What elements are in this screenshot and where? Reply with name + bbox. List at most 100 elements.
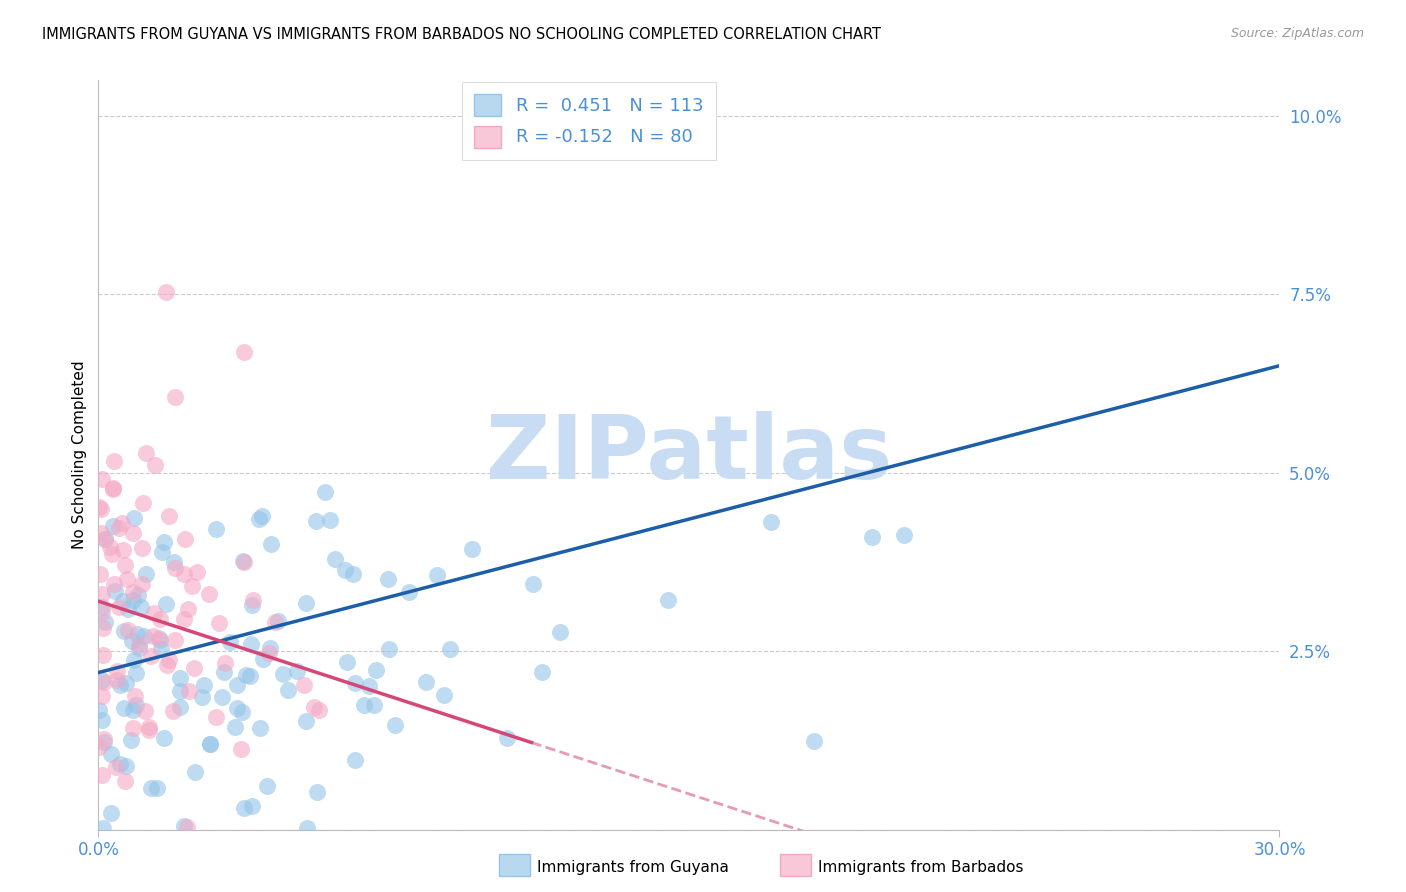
Point <box>112 624 135 638</box>
Point <box>200 737 222 751</box>
Point <box>128 640 150 655</box>
Point <box>232 553 254 567</box>
Point <box>90 502 112 516</box>
Point <box>104 583 127 598</box>
Point <box>110 678 132 692</box>
Point <box>364 663 387 677</box>
Point <box>207 616 229 631</box>
Point <box>231 705 253 719</box>
Point <box>125 627 148 641</box>
Point <box>260 537 283 551</box>
Point <box>153 535 176 549</box>
Point <box>142 630 165 644</box>
Point <box>114 558 136 572</box>
Text: Immigrants from Barbados: Immigrants from Barbados <box>818 860 1024 874</box>
Point <box>224 721 246 735</box>
Point <box>117 623 139 637</box>
Point <box>302 699 325 714</box>
Point <box>135 446 157 460</box>
Point <box>90 714 112 728</box>
Point <box>198 737 221 751</box>
Point <box>150 642 173 657</box>
Point <box>240 799 263 814</box>
Point <box>94 532 117 546</box>
Point <box>91 587 114 601</box>
Point <box>522 577 544 591</box>
Text: IMMIGRANTS FROM GUYANA VS IMMIGRANTS FROM BARBADOS NO SCHOOLING COMPLETED CORREL: IMMIGRANTS FROM GUYANA VS IMMIGRANTS FRO… <box>42 27 882 42</box>
Point <box>122 511 145 525</box>
Point <box>91 621 114 635</box>
Point <box>145 458 167 472</box>
Point <box>267 615 290 629</box>
Point <box>287 665 309 679</box>
Point <box>169 700 191 714</box>
Point <box>439 642 461 657</box>
Point <box>142 606 165 620</box>
Point <box>128 638 150 652</box>
Point <box>277 683 299 698</box>
Point <box>121 703 143 717</box>
Y-axis label: No Schooling Completed: No Schooling Completed <box>72 360 87 549</box>
Point <box>149 612 172 626</box>
Point <box>103 577 125 591</box>
Point <box>256 779 278 793</box>
Point <box>384 717 406 731</box>
Point <box>157 508 180 523</box>
Point <box>138 723 160 738</box>
Point <box>131 541 153 555</box>
Point <box>90 605 112 619</box>
FancyBboxPatch shape <box>499 854 530 876</box>
Point <box>273 667 295 681</box>
Point <box>307 784 329 798</box>
Point <box>112 700 135 714</box>
Point <box>186 565 208 579</box>
Point <box>318 513 340 527</box>
Point <box>93 731 115 746</box>
Point <box>433 688 456 702</box>
Point <box>325 552 347 566</box>
Point <box>115 572 138 586</box>
Point <box>193 678 215 692</box>
Point <box>415 674 437 689</box>
Point <box>212 665 235 679</box>
Point <box>87 500 110 514</box>
Point <box>91 821 114 835</box>
Point <box>305 514 328 528</box>
Point <box>105 664 128 678</box>
Point <box>101 482 124 496</box>
Point <box>93 675 115 690</box>
Point <box>336 655 359 669</box>
Point <box>219 635 242 649</box>
Point <box>131 495 153 509</box>
Point <box>89 566 111 581</box>
Point <box>264 615 287 629</box>
Point <box>148 632 170 647</box>
Point <box>91 600 114 615</box>
Text: ZIPatlas: ZIPatlas <box>486 411 891 499</box>
Point <box>153 731 176 746</box>
Point <box>176 820 198 834</box>
Point <box>211 690 233 704</box>
Point <box>295 821 318 835</box>
Point <box>398 584 420 599</box>
Point <box>122 592 145 607</box>
Point <box>257 646 280 660</box>
Point <box>240 637 263 651</box>
Point <box>342 566 364 581</box>
Point <box>239 668 262 682</box>
Point <box>111 542 134 557</box>
Point <box>308 703 330 717</box>
Point <box>101 519 124 533</box>
Point <box>169 684 191 698</box>
Point <box>314 484 336 499</box>
Point <box>378 641 401 656</box>
Point <box>131 577 153 591</box>
Point <box>240 598 263 612</box>
Point <box>252 652 274 666</box>
Point <box>180 579 202 593</box>
Point <box>333 563 356 577</box>
Point <box>461 542 484 557</box>
Point <box>135 566 157 581</box>
Point <box>803 734 825 748</box>
Point <box>100 547 122 561</box>
